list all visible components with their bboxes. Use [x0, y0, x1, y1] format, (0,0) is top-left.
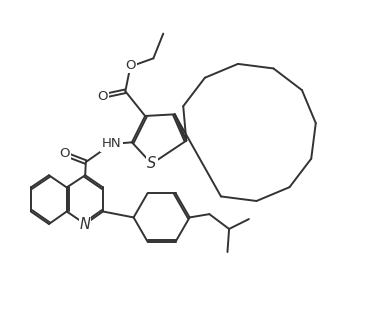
Text: O: O [126, 59, 136, 72]
Text: O: O [59, 147, 70, 160]
Text: O: O [97, 90, 108, 103]
Text: N: N [80, 216, 91, 231]
Text: S: S [147, 156, 156, 171]
Text: HN: HN [102, 137, 122, 151]
